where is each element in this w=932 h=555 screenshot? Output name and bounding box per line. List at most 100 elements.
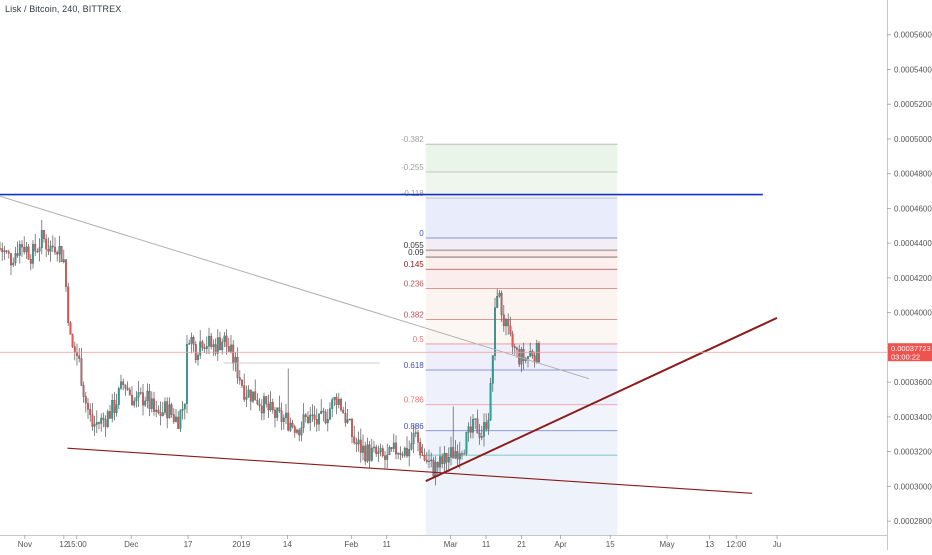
fib-level-label: 0.09	[408, 248, 424, 257]
candle-body	[227, 346, 230, 352]
fib-level-label: 0.618	[404, 361, 425, 370]
candle-body	[304, 414, 307, 418]
candle-body	[254, 391, 257, 401]
candle-body	[406, 447, 408, 457]
candle-body	[500, 292, 503, 315]
candle-body	[324, 411, 327, 424]
candle-body	[395, 442, 397, 455]
candle-body	[73, 346, 76, 353]
candle-body	[373, 446, 375, 449]
candle-body	[476, 418, 479, 434]
candle-body	[458, 453, 461, 460]
candle-body	[38, 247, 41, 252]
candle-body	[454, 451, 457, 459]
candle-body	[344, 413, 347, 423]
time-tick-label: 2019	[232, 540, 250, 549]
candle-body	[146, 390, 149, 402]
candle-body	[122, 381, 125, 386]
candle-body	[142, 392, 144, 406]
candle-body	[98, 422, 100, 424]
candle-body	[351, 419, 353, 438]
time-tick-label: Dec	[124, 540, 138, 549]
candle-body	[238, 377, 241, 381]
candle-body	[234, 356, 237, 364]
candle-body	[263, 396, 265, 414]
candle-body	[1, 248, 4, 252]
candle-body	[425, 459, 428, 462]
candle-body	[463, 453, 466, 455]
candle-body	[58, 246, 61, 255]
candle-body	[379, 448, 382, 453]
candle-body	[322, 410, 325, 413]
candle-body	[533, 355, 536, 363]
candle-body	[375, 446, 378, 454]
candle-body	[155, 409, 158, 412]
time-tick-label: 15	[606, 540, 615, 549]
candle-body	[368, 444, 371, 461]
candle-body	[353, 436, 356, 443]
candle-body	[318, 413, 320, 425]
candle-body	[247, 389, 250, 398]
candle-body	[120, 381, 122, 389]
candle-body	[203, 347, 206, 349]
candle-body	[241, 380, 243, 386]
candle-body	[342, 409, 345, 414]
candle-body	[183, 403, 186, 410]
candle-body	[456, 451, 459, 460]
candle-body	[410, 443, 413, 450]
candle-body	[414, 432, 417, 434]
candle-body	[7, 251, 10, 254]
candle-body	[62, 259, 65, 263]
fib-zone	[425, 269, 618, 289]
candle-body	[190, 337, 193, 344]
drawings	[0, 193, 887, 494]
candle-body	[25, 246, 28, 253]
candle-body	[161, 412, 164, 416]
candle-body	[0, 248, 1, 250]
fib-zone	[425, 250, 618, 258]
candle-body	[10, 253, 12, 266]
candle-body	[390, 447, 393, 449]
candle-body	[487, 419, 490, 430]
candle-body	[175, 416, 177, 422]
candle-body	[87, 403, 89, 410]
candle-body	[104, 419, 107, 427]
fib-level-label: 0.145	[404, 260, 425, 269]
time-tick-label: 14	[283, 540, 292, 549]
candle-body	[346, 419, 349, 423]
candle-body	[29, 258, 32, 264]
candle-body	[329, 408, 331, 420]
candle-body	[478, 433, 481, 438]
candle-body	[232, 344, 235, 364]
candle-body	[355, 442, 358, 445]
candle-body	[505, 319, 507, 327]
candle-body	[18, 244, 21, 256]
fib-zone	[425, 404, 618, 431]
candle-body	[210, 335, 213, 347]
candle-body	[483, 422, 485, 437]
candle-body	[522, 349, 525, 361]
candle-body	[135, 396, 138, 402]
last-price-badge	[888, 343, 932, 362]
candle-body	[527, 356, 529, 359]
candle-body	[201, 341, 204, 348]
candle-body	[452, 447, 455, 459]
candle-body	[302, 414, 305, 428]
candle-body	[417, 432, 419, 443]
upper-trendline	[0, 195, 590, 380]
time-tick-label: 12:00	[726, 540, 747, 549]
time-tick-label: 13	[705, 540, 714, 549]
candle-body	[287, 412, 290, 431]
candle-body	[56, 252, 59, 255]
candle-body	[377, 451, 380, 454]
candle-body	[331, 399, 334, 409]
symbol-title: Lisk / Bitcoin, 240, BITTREX	[5, 4, 122, 14]
candle-body	[208, 335, 210, 347]
